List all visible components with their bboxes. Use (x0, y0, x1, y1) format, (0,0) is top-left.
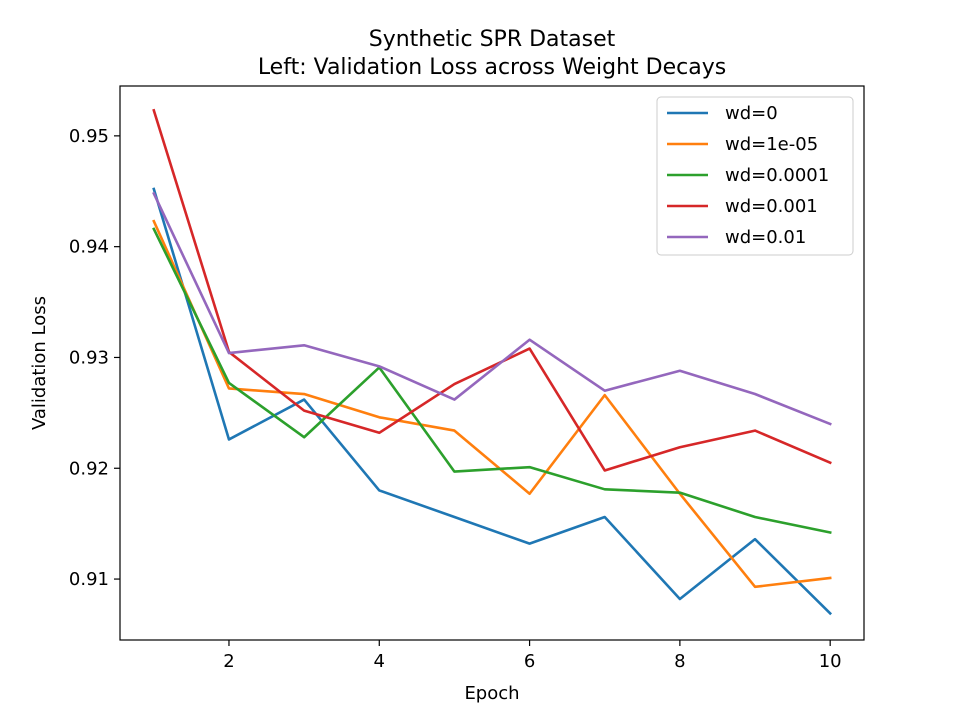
x-tick-label: 4 (374, 651, 385, 672)
legend: wd=0 wd=1e-05 wd=0.0001 wd=0.001 wd=0.01 (656, 96, 854, 256)
y-tick-label: 0.91 (69, 569, 109, 590)
legend-frame (656, 96, 854, 256)
series-line-2 (152, 227, 832, 535)
x-axis-label: Epoch (464, 683, 519, 704)
series-line-1 (152, 219, 832, 589)
y-tick-label: 0.94 (69, 237, 109, 258)
series-line-3 (152, 108, 832, 472)
series-layer (152, 108, 833, 616)
x-tick-label: 8 (674, 651, 685, 672)
x-tick-label: 6 (524, 651, 535, 672)
series-line-4 (152, 191, 832, 426)
chart-title-line-1: Synthetic SPR Dataset (369, 27, 616, 52)
y-tick-label: 0.93 (69, 347, 109, 368)
legend-label-1: wd=1e-05 (725, 134, 818, 155)
series-line-0 (152, 187, 833, 616)
x-tick-label: 10 (819, 651, 842, 672)
y-axis-ticks: 0.91 0.92 0.93 0.94 0.95 (69, 126, 120, 590)
plot-frame (119, 85, 865, 641)
legend-label-4: wd=0.01 (725, 227, 806, 248)
y-axis-label: Validation Loss (29, 296, 50, 430)
y-tick-label: 0.95 (69, 126, 109, 147)
legend-label-2: wd=0.0001 (725, 165, 829, 186)
x-tick-label: 2 (223, 651, 234, 672)
x-axis-ticks: 2 4 6 8 10 (223, 640, 842, 672)
y-tick-label: 0.92 (69, 458, 109, 479)
legend-label-0: wd=0 (725, 103, 778, 124)
legend-label-3: wd=0.001 (725, 196, 818, 217)
chart-title-line-2: Left: Validation Loss across Weight Deca… (258, 55, 726, 80)
legend-items: wd=0 wd=1e-05 wd=0.0001 wd=0.001 wd=0.01 (667, 103, 829, 248)
